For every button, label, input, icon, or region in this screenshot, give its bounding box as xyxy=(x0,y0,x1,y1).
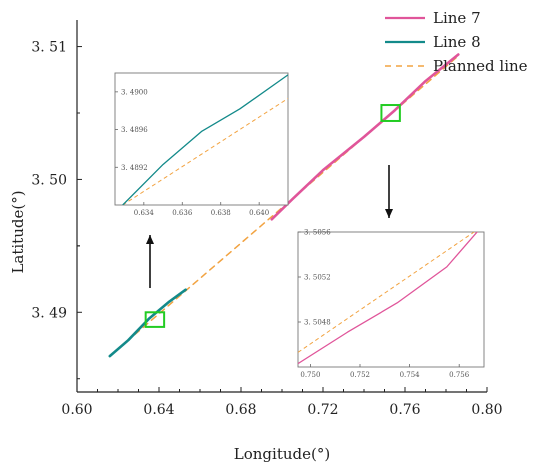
main-plot-layer xyxy=(108,53,460,358)
inset-y-tick-label: 3. 5056 xyxy=(304,229,331,237)
inset-series-line-8 xyxy=(122,74,288,205)
inset-x-tick-label: 0.750 xyxy=(300,371,320,379)
y-tick-label: 3. 49 xyxy=(31,305,67,321)
inset-y-tick-label: 3. 5052 xyxy=(304,274,331,282)
series-line-8 xyxy=(108,288,187,358)
series-planned-line xyxy=(109,55,460,357)
inset-y-tick-label: 3. 4900 xyxy=(121,88,148,96)
inset-x-tick-label: 0.640 xyxy=(249,209,269,217)
x-tick-label: 0.80 xyxy=(471,402,502,418)
y-tick-label: 3. 50 xyxy=(31,172,67,188)
inset-x-tick-label: 0.754 xyxy=(400,371,421,379)
inset-2: 0.750 0.752 0.754 0.756 3. 5048 3. 5052 3. 505… xyxy=(297,229,485,379)
zoom-highlight-box-2 xyxy=(380,104,401,122)
inset-frame xyxy=(297,231,485,368)
inset-x-tick-label: 0.636 xyxy=(172,209,193,217)
inset-y-tick-label: 3. 4892 xyxy=(121,164,148,172)
inset-series-planned-line xyxy=(298,232,475,353)
inset-plot-area xyxy=(122,74,288,205)
inset-x-tick-label: 0.752 xyxy=(350,371,370,379)
inset-series-planned-line xyxy=(122,98,288,205)
y-tick-label: 3. 51 xyxy=(31,40,67,56)
legend-label: Planned line xyxy=(433,57,528,75)
legend-item-line-8: Line 8 xyxy=(385,33,481,51)
x-tick-label: 0.76 xyxy=(389,402,420,418)
inset-y-tick-label: 3. 4896 xyxy=(121,126,148,134)
legend-label: Line 8 xyxy=(433,33,481,51)
x-tick-label: 0.72 xyxy=(307,402,338,418)
inset-x-tick-label: 0.634 xyxy=(134,209,155,217)
arrows-layer xyxy=(146,165,393,288)
axes-layer: 0.60 0.64 0.68 0.72 0.76 0.80 3. 49 3. 50 3. 51 xyxy=(31,20,503,418)
x-tick-label: 0.64 xyxy=(143,402,174,418)
x-tick-label: 0.60 xyxy=(61,402,92,418)
legend-label: Line 7 xyxy=(433,9,481,27)
insets-layer: 0.634 0.636 0.638 0.640 3. 4892 3. 4896 3. 490… xyxy=(114,72,485,379)
inset-plot-area xyxy=(298,232,478,365)
inset-y-tick-label: 3. 5048 xyxy=(304,319,331,327)
x-tick-label: 0.68 xyxy=(225,402,256,418)
inset-x-tick-label: 0.756 xyxy=(449,371,470,379)
inset-x-tick-label: 0.638 xyxy=(211,209,231,217)
arrow-down-head xyxy=(385,209,393,218)
legend-item-line-7: Line 7 xyxy=(385,9,481,27)
legend: Line 7 Line 8 Planned line xyxy=(385,9,528,75)
arrow-up-head xyxy=(146,235,154,244)
legend-item-planned-line: Planned line xyxy=(385,57,528,75)
inset-series-line-7 xyxy=(298,232,478,365)
y-axis-title: Latitude(°) xyxy=(9,190,27,273)
inset-1: 0.634 0.636 0.638 0.640 3. 4892 3. 4896 3. 490… xyxy=(114,72,289,217)
series-line-7 xyxy=(270,53,460,221)
x-axis-title: Longitude(°) xyxy=(234,445,330,463)
zoom-highlight-box-1 xyxy=(144,311,166,328)
